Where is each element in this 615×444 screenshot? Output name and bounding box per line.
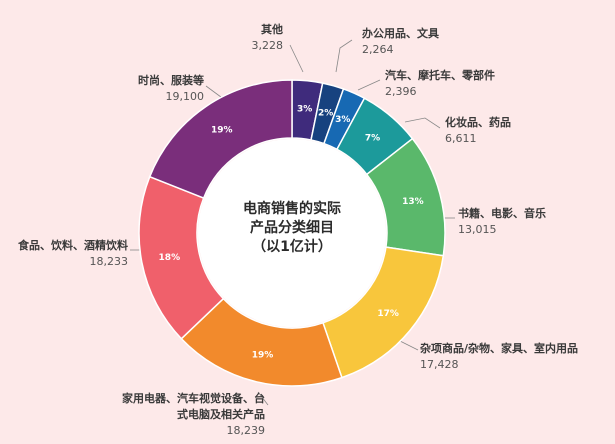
value-label: 17,428 xyxy=(420,358,459,371)
percent-label: 13% xyxy=(402,197,424,207)
category-label: 汽车、摩托车、零部件 xyxy=(385,69,495,82)
percent-label: 19% xyxy=(211,126,233,136)
donut-hole xyxy=(198,139,386,327)
slice-label: 其他 3,228 xyxy=(252,22,284,54)
slice xyxy=(148,79,293,200)
slice-label: 家用电器、汽车视觉设备、台式电脑及相关产品 18,239 xyxy=(115,391,265,439)
percent-label: 7% xyxy=(365,133,380,143)
category-label: 杂项商品/杂物、家具、室内用品 xyxy=(420,342,579,355)
percent-label: 2% xyxy=(318,109,333,119)
percent-label: 17% xyxy=(377,309,399,319)
value-label: 2,396 xyxy=(385,85,417,98)
percent-label: 3% xyxy=(297,105,312,115)
percent-label: 19% xyxy=(252,350,274,360)
value-label: 18,239 xyxy=(226,424,266,437)
value-label: 18,233 xyxy=(89,255,129,268)
slice-label: 汽车、摩托车、零部件 2,396 xyxy=(385,68,495,100)
category-label: 办公用品、文具 xyxy=(362,27,439,40)
slice-label: 办公用品、文具 2,264 xyxy=(362,26,439,58)
category-label: 食品、饮料、酒精饮料 xyxy=(18,239,128,252)
category-label: 时尚、服装等 xyxy=(138,74,204,87)
slice-label: 书籍、电影、音乐 13,015 xyxy=(458,206,546,238)
slice-label: 化妆品、药品 6,611 xyxy=(445,115,511,147)
category-label: 家用电器、汽车视觉设备、台式电脑及相关产品 xyxy=(122,392,265,421)
category-label: 化妆品、药品 xyxy=(445,116,511,129)
percent-label: 3% xyxy=(335,115,350,125)
value-label: 13,015 xyxy=(458,223,497,236)
value-label: 3,228 xyxy=(251,39,284,52)
slice-label: 食品、饮料、酒精饮料 18,233 xyxy=(18,238,128,270)
category-label: 其他 xyxy=(261,23,283,36)
value-label: 6,611 xyxy=(445,132,477,145)
value-label: 2,264 xyxy=(362,43,394,56)
percent-label: 18% xyxy=(159,253,181,263)
category-label: 书籍、电影、音乐 xyxy=(458,207,546,220)
value-label: 19,100 xyxy=(165,90,205,103)
slice-label: 时尚、服装等 19,100 xyxy=(138,73,204,105)
chart-title: 电商销售的实际 产品分类细目 （以1亿计） xyxy=(243,201,341,255)
slice-label: 杂项商品/杂物、家具、室内用品 17,428 xyxy=(420,341,578,373)
